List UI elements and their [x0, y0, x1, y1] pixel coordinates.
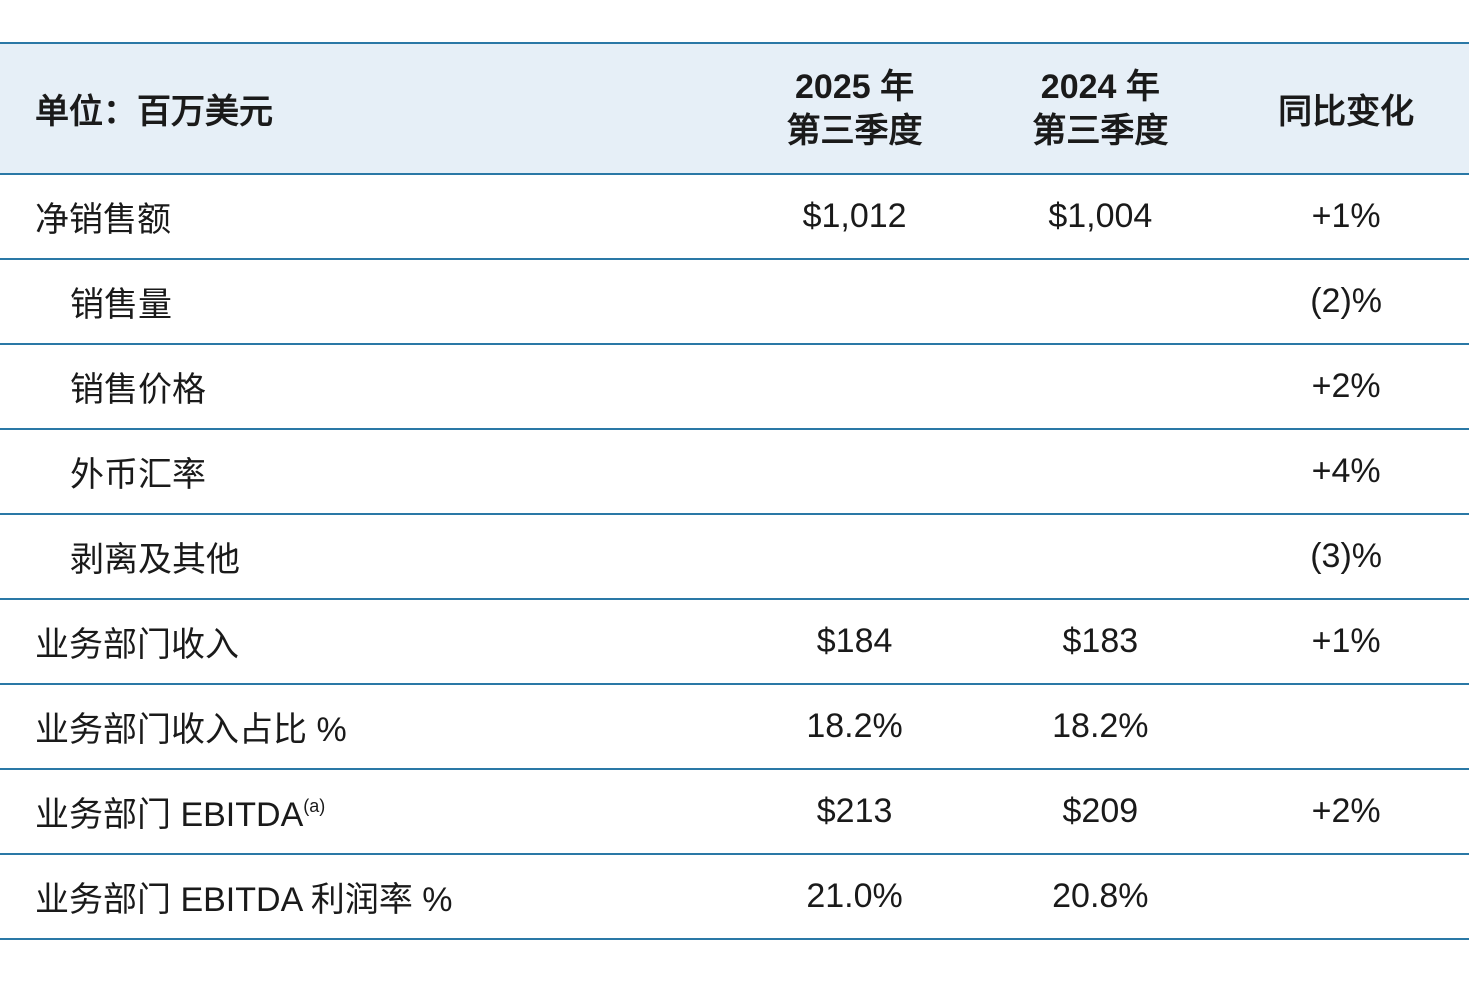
col-2024q3-header: 2024 年第三季度 — [977, 65, 1223, 153]
value-2025q3: $213 — [816, 792, 893, 830]
value-2024q3: 18.2% — [1052, 707, 1149, 745]
header-quarter: 第三季度 — [786, 111, 923, 150]
unit-header: 单位：百万美元 — [35, 93, 273, 131]
value-2024q3: $1,004 — [1048, 197, 1153, 235]
value-yoy: +1% — [1311, 197, 1381, 235]
table-row: 业务部门 EBITDA 利润率 % 21.0% 20.8% — [0, 855, 1469, 940]
table-row: 业务部门收入 $184 $183 +1% — [0, 600, 1469, 685]
value-2024q3: $209 — [1062, 792, 1139, 830]
value-2025q3: 21.0% — [806, 877, 903, 915]
row-label: 业务部门 EBITDA(a) — [0, 787, 732, 836]
row-label-text: 业务部门收入 — [35, 626, 239, 664]
value-yoy: (3)% — [1310, 537, 1383, 575]
header-year: 2025 年 — [795, 67, 915, 106]
table-row: 剥离及其他 (3)% — [0, 515, 1469, 600]
value-2025q3: 18.2% — [806, 707, 903, 745]
row-label-text: 业务部门收入占比 % — [35, 711, 347, 749]
value-yoy: (2)% — [1310, 282, 1383, 320]
row-label: 销售量 — [0, 277, 732, 326]
header-quarter: 第三季度 — [1032, 111, 1169, 150]
row-label: 业务部门收入 — [0, 617, 732, 666]
table-row: 业务部门 EBITDA(a) $213 $209 +2% — [0, 770, 1469, 855]
financial-table: 单位：百万美元 2025 年第三季度 2024 年第三季度 同比变化 净销售额 $… — [0, 42, 1469, 940]
row-label-text: 净销售额 — [35, 201, 171, 239]
table-row: 业务部门收入占比 % 18.2% 18.2% — [0, 685, 1469, 770]
table-header: 单位：百万美元 2025 年第三季度 2024 年第三季度 同比变化 — [0, 44, 1469, 175]
row-label: 净销售额 — [0, 192, 732, 241]
value-2024q3: 20.8% — [1052, 877, 1149, 915]
table-row: 销售价格 +2% — [0, 345, 1469, 430]
value-2025q3: $1,012 — [802, 197, 907, 235]
value-yoy: +2% — [1311, 367, 1381, 405]
row-label-text: 业务部门 EBITDA 利润率 % — [35, 881, 453, 919]
value-yoy: +2% — [1311, 792, 1381, 830]
row-label: 销售价格 — [0, 362, 732, 411]
table-row: 外币汇率 +4% — [0, 430, 1469, 515]
value-2024q3: $183 — [1062, 622, 1139, 660]
row-label: 业务部门 EBITDA 利润率 % — [0, 872, 732, 921]
table-row: 净销售额 $1,012 $1,004 +1% — [0, 175, 1469, 260]
value-yoy: +1% — [1311, 622, 1381, 660]
row-label-text: 外币汇率 — [70, 456, 206, 494]
value-yoy: +4% — [1311, 452, 1381, 490]
row-label-text: 剥离及其他 — [70, 541, 240, 579]
row-label-text: 销售价格 — [70, 371, 206, 409]
col-yoy-header: 同比变化 — [1278, 93, 1415, 131]
row-label-text: 业务部门 EBITDA — [35, 796, 304, 834]
row-label-text: 销售量 — [70, 286, 172, 324]
value-2025q3: $184 — [816, 622, 893, 660]
row-label: 外币汇率 — [0, 447, 732, 496]
row-label: 业务部门收入占比 % — [0, 702, 732, 751]
table-row: 销售量 (2)% — [0, 260, 1469, 345]
col-2025q3-header: 2025 年第三季度 — [732, 65, 978, 153]
row-label: 剥离及其他 — [0, 532, 732, 581]
footnote-marker: (a) — [303, 796, 326, 816]
header-year: 2024 年 — [1040, 67, 1160, 106]
